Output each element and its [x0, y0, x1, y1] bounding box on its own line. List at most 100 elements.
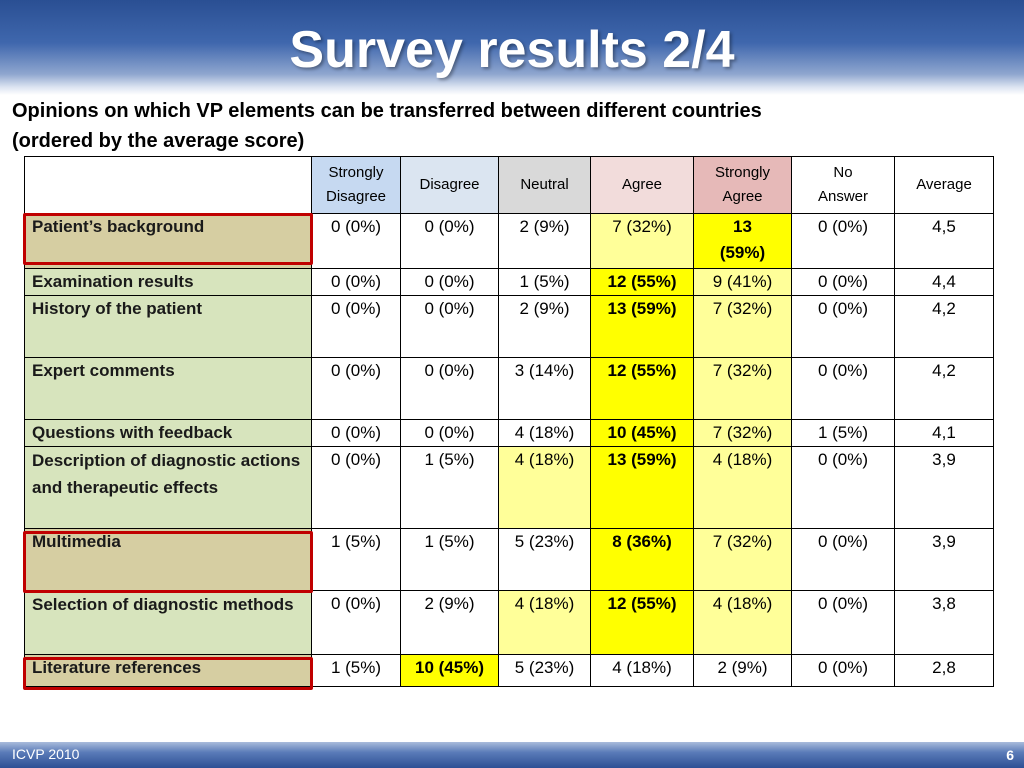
cell-neutral: 1 (5%)	[498, 268, 591, 296]
cell-agree: 8 (36%)	[590, 528, 694, 591]
cell-strongly-agree: 4 (18%)	[693, 446, 792, 529]
table-row: Questions with feedback 0 (0%) 0 (0%) 4 …	[24, 419, 994, 447]
table-row: Expert comments 0 (0%) 0 (0%) 3 (14%) 12…	[24, 357, 994, 420]
header-neutral: Neutral	[498, 156, 591, 214]
cell-average: 4,5	[894, 213, 994, 269]
table-row: History of the patient 0 (0%) 0 (0%) 2 (…	[24, 295, 994, 358]
cell-no-answer: 0 (0%)	[791, 357, 895, 420]
header-agree: Agree	[590, 156, 694, 214]
cell-strongly-disagree: 0 (0%)	[311, 295, 401, 358]
table-row: Selection of diagnostic methods 0 (0%) 2…	[24, 590, 994, 655]
cell-average: 3,9	[894, 528, 994, 591]
cell-average: 2,8	[894, 654, 994, 687]
row-label: Multimedia	[24, 528, 312, 591]
row-label: History of the patient	[24, 295, 312, 358]
cell-strongly-disagree: 1 (5%)	[311, 654, 401, 687]
cell-disagree: 0 (0%)	[400, 419, 499, 447]
cell-average: 3,8	[894, 590, 994, 655]
cell-strongly-disagree: 0 (0%)	[311, 419, 401, 447]
row-label: Description of diagnostic actions and th…	[24, 446, 312, 529]
table-row: Examination results 0 (0%) 0 (0%) 1 (5%)…	[24, 268, 994, 296]
subtitle-line-2: (ordered by the average score)	[12, 130, 305, 152]
row-label: Questions with feedback	[24, 419, 312, 447]
cell-strongly-agree: 2 (9%)	[693, 654, 792, 687]
footer-bar: ICVP 2010 6	[0, 742, 1024, 768]
table-row: Patient’s background 0 (0%) 0 (0%) 2 (9%…	[24, 213, 994, 269]
cell-strongly-agree: 7 (32%)	[693, 528, 792, 591]
cell-average: 4,2	[894, 357, 994, 420]
slide-title: Survey results 2/4	[289, 21, 735, 79]
cell-neutral: 4 (18%)	[498, 590, 591, 655]
table-row: Description of diagnostic actions and th…	[24, 446, 994, 529]
cell-strongly-disagree: 0 (0%)	[311, 357, 401, 420]
cell-agree: 12 (55%)	[590, 268, 694, 296]
cell-average: 4,4	[894, 268, 994, 296]
highlight-box-multimedia	[23, 531, 313, 593]
header-disagree: Disagree	[400, 156, 499, 214]
header-average: Average	[894, 156, 994, 214]
cell-neutral: 4 (18%)	[498, 419, 591, 447]
footer-conference-label: ICVP 2010	[12, 746, 80, 762]
cell-neutral: 3 (14%)	[498, 357, 591, 420]
cell-average: 4,1	[894, 419, 994, 447]
header-corner-cell	[24, 156, 312, 214]
cell-no-answer: 0 (0%)	[791, 446, 895, 529]
table-row: Multimedia 1 (5%) 1 (5%) 5 (23%) 8 (36%)…	[24, 528, 994, 591]
cell-strongly-disagree: 0 (0%)	[311, 268, 401, 296]
row-label: Selection of diagnostic methods	[24, 590, 312, 655]
cell-strongly-disagree: 1 (5%)	[311, 528, 401, 591]
cell-average: 3,9	[894, 446, 994, 529]
cell-disagree: 0 (0%)	[400, 268, 499, 296]
cell-neutral: 4 (18%)	[498, 446, 591, 529]
highlight-box-literature-references	[23, 657, 313, 690]
title-bar	[0, 0, 1024, 95]
cell-strongly-agree: 9 (41%)	[693, 268, 792, 296]
cell-agree: 13 (59%)	[590, 295, 694, 358]
row-label: Patient’s background	[24, 213, 312, 269]
cell-no-answer: 0 (0%)	[791, 213, 895, 269]
subtitle-line-1: Opinions on which VP elements can be tra…	[12, 100, 762, 122]
header-strongly-agree: Strongly Agree	[693, 156, 792, 214]
cell-disagree: 0 (0%)	[400, 357, 499, 420]
cell-disagree: 0 (0%)	[400, 295, 499, 358]
cell-disagree: 1 (5%)	[400, 446, 499, 529]
cell-neutral: 2 (9%)	[498, 213, 591, 269]
cell-strongly-agree: 7 (32%)	[693, 419, 792, 447]
cell-strongly-agree: 7 (32%)	[693, 295, 792, 358]
cell-strongly-disagree: 0 (0%)	[311, 590, 401, 655]
cell-strongly-agree: 7 (32%)	[693, 357, 792, 420]
cell-disagree: 0 (0%)	[400, 213, 499, 269]
slide-page-number: 6	[1006, 747, 1014, 763]
cell-no-answer: 0 (0%)	[791, 528, 895, 591]
cell-disagree: 2 (9%)	[400, 590, 499, 655]
row-label: Examination results	[24, 268, 312, 296]
cell-strongly-disagree: 0 (0%)	[311, 446, 401, 529]
header-no-answer: No Answer	[791, 156, 895, 214]
cell-agree: 12 (55%)	[590, 590, 694, 655]
slide-subtitle: Opinions on which VP elements can be tra…	[12, 96, 1012, 156]
cell-agree: 10 (45%)	[590, 419, 694, 447]
cell-no-answer: 1 (5%)	[791, 419, 895, 447]
cell-neutral: 2 (9%)	[498, 295, 591, 358]
cell-strongly-disagree: 0 (0%)	[311, 213, 401, 269]
cell-neutral: 5 (23%)	[498, 528, 591, 591]
cell-no-answer: 0 (0%)	[791, 590, 895, 655]
cell-average: 4,2	[894, 295, 994, 358]
header-strongly-disagree: Strongly Disagree	[311, 156, 401, 214]
cell-no-answer: 0 (0%)	[791, 295, 895, 358]
cell-disagree: 10 (45%)	[400, 654, 499, 687]
cell-agree: 13 (59%)	[590, 446, 694, 529]
cell-agree: 7 (32%)	[590, 213, 694, 269]
cell-neutral: 5 (23%)	[498, 654, 591, 687]
cell-no-answer: 0 (0%)	[791, 654, 895, 687]
cell-strongly-agree: 4 (18%)	[693, 590, 792, 655]
cell-no-answer: 0 (0%)	[791, 268, 895, 296]
cell-agree: 12 (55%)	[590, 357, 694, 420]
cell-disagree: 1 (5%)	[400, 528, 499, 591]
survey-results-table: Strongly Disagree Disagree Neutral Agree …	[24, 156, 994, 687]
highlight-box-patients-background	[23, 213, 313, 265]
row-label: Expert comments	[24, 357, 312, 420]
cell-strongly-agree: 13 (59%)	[693, 213, 792, 269]
table-header-row: Strongly Disagree Disagree Neutral Agree …	[24, 156, 994, 214]
cell-agree: 4 (18%)	[590, 654, 694, 687]
